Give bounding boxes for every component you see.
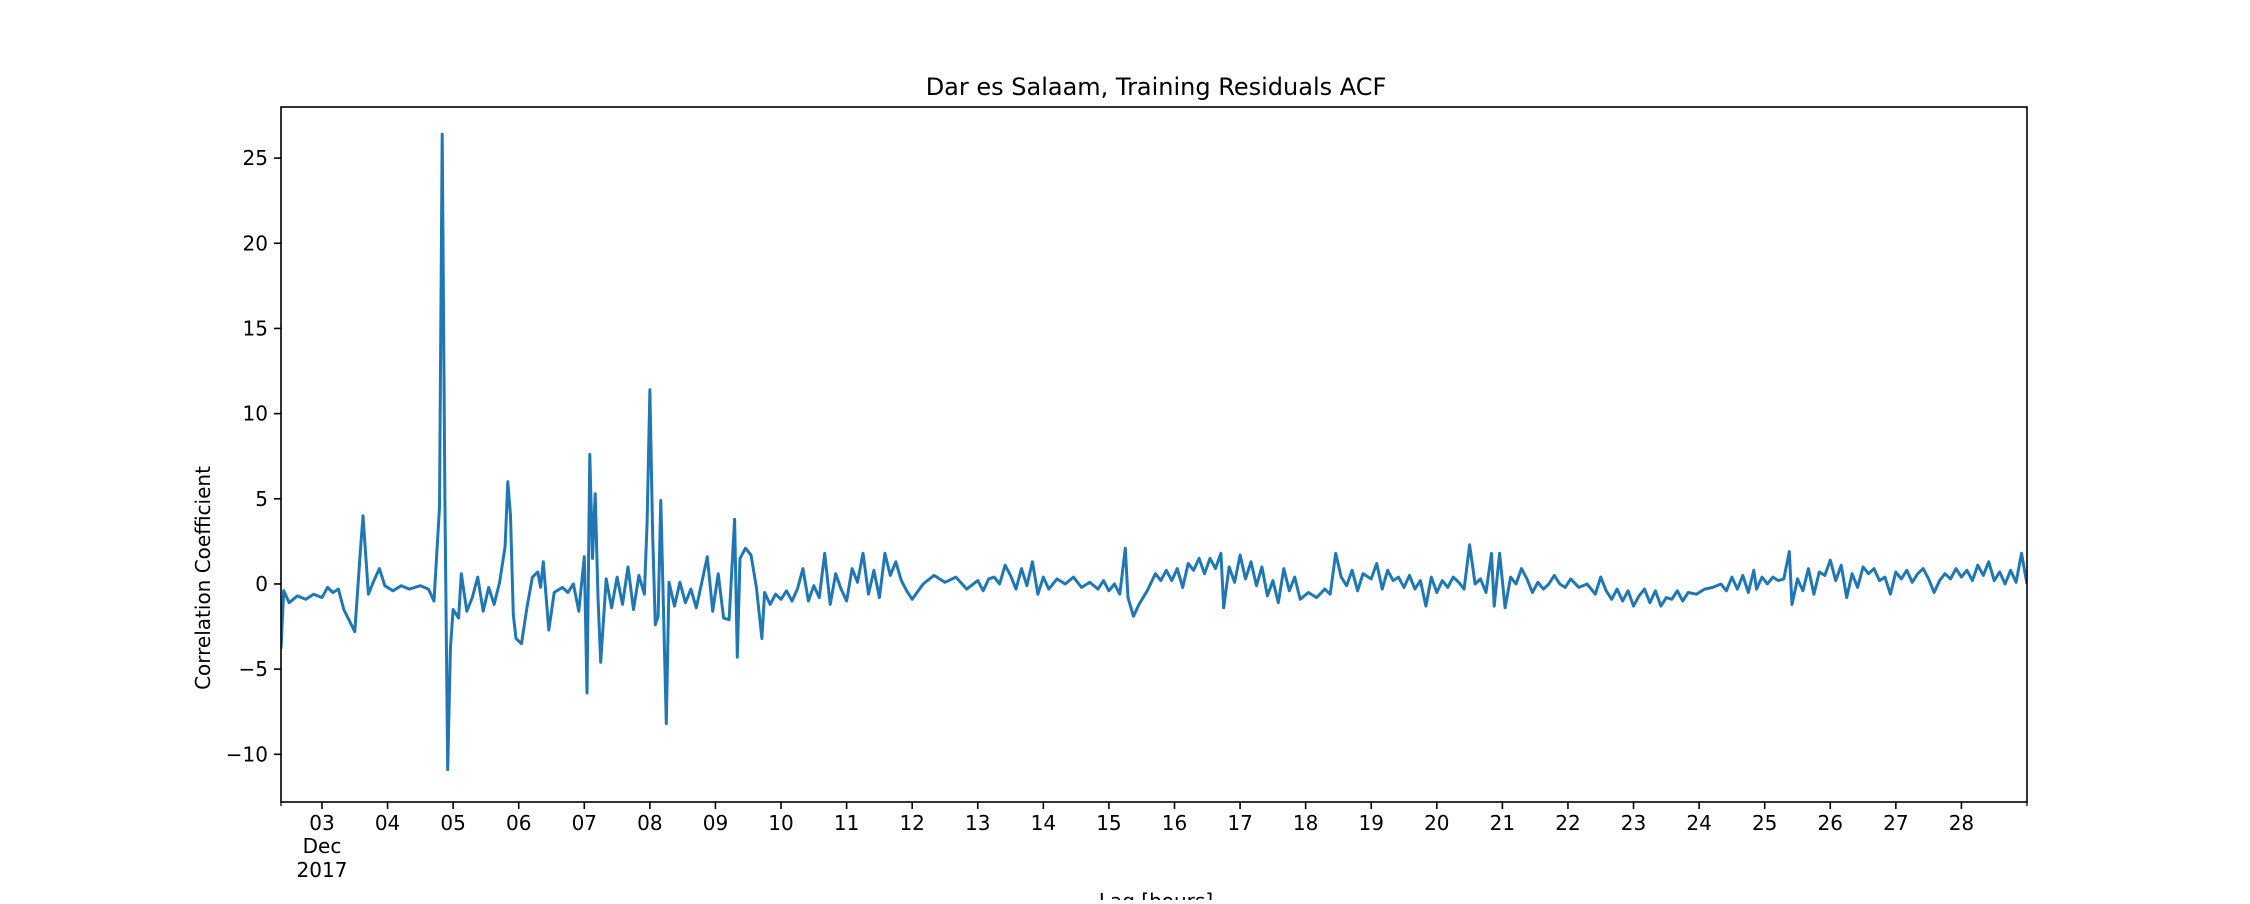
x-tick-label: 03 [309,811,334,835]
y-tick-label: 25 [243,146,268,170]
x-tick-label: 24 [1686,811,1711,835]
x-tick-label: 11 [834,811,859,835]
plot-area [281,132,2027,772]
x-tick-label: 15 [1096,811,1121,835]
x-tick-label: 23 [1621,811,1646,835]
y-tick-label: 5 [255,487,268,511]
x-tick-label: 17 [1227,811,1252,835]
x-tick-label: 20 [1424,811,1449,835]
x-tick-label: 06 [506,811,531,835]
x-tick-label: 27 [1883,811,1908,835]
y-tick-label: −10 [226,742,268,766]
x-tick-label: 14 [1031,811,1056,835]
axes-frame [280,106,2028,803]
x-tick-label: 04 [375,811,400,835]
x-tick-label: 08 [637,811,662,835]
x-axis-label: Lag [hours] [1099,889,1213,900]
y-tick-label: 20 [243,231,268,255]
x-tick-label: 21 [1490,811,1515,835]
x-tick-label: 12 [899,811,924,835]
x-tick-label: 18 [1293,811,1318,835]
x-tick-label: 25 [1752,811,1777,835]
x-tick-label: 26 [1818,811,1843,835]
x-tick-label: 07 [572,811,597,835]
series-line-0 [281,132,2027,772]
x-tick-label: 16 [1162,811,1187,835]
x-tick-label: 19 [1358,811,1383,835]
y-tick-label: −5 [239,657,268,681]
x-tick-label: 28 [1949,811,1974,835]
y-tick-label: 0 [255,572,268,596]
y-axis-label: Correlation Coefficient [191,466,215,690]
x-tick-label: 22 [1555,811,1580,835]
x-tick-label: 13 [965,811,990,835]
y-tick-label: 10 [243,402,268,426]
x-tick-label: 09 [703,811,728,835]
chart-title: Dar es Salaam, Training Residuals ACF [926,73,1387,101]
y-tick-label: 15 [243,316,268,340]
x-tick-label: 05 [440,811,465,835]
x-tick-label: 10 [768,811,793,835]
x-secondary-label: 2017 [297,858,348,882]
x-secondary-label: Dec [303,834,342,858]
